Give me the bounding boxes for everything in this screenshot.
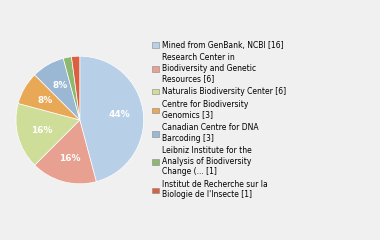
Wedge shape: [63, 57, 80, 120]
Legend: Mined from GenBank, NCBI [16], Research Center in
Biodiversity and Genetic
Resou: Mined from GenBank, NCBI [16], Research …: [152, 41, 286, 199]
Wedge shape: [71, 56, 80, 120]
Text: 16%: 16%: [31, 126, 52, 135]
Wedge shape: [18, 75, 80, 120]
Wedge shape: [35, 58, 80, 120]
Text: 8%: 8%: [52, 81, 68, 90]
Wedge shape: [80, 56, 144, 182]
Wedge shape: [35, 120, 96, 184]
Text: 16%: 16%: [59, 154, 80, 163]
Text: 44%: 44%: [108, 110, 130, 119]
Text: 8%: 8%: [38, 96, 53, 105]
Wedge shape: [16, 103, 80, 165]
